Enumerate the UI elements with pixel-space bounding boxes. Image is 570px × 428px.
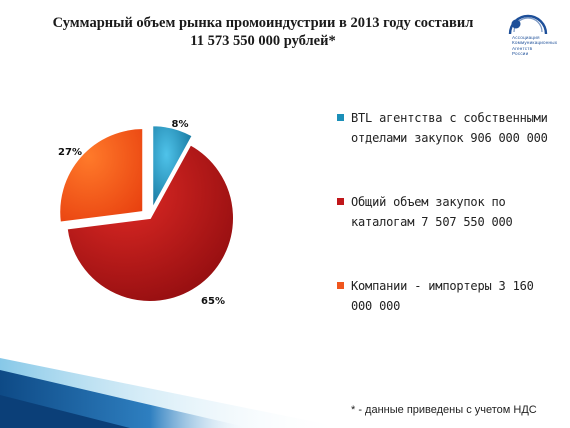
logo-text: Ассоциация Коммуникационных Агентств Рос… — [512, 35, 562, 57]
legend-swatch — [337, 114, 344, 121]
logo-text-line: Агентств — [512, 45, 533, 51]
logo-arc-icon — [508, 14, 548, 35]
logo-text-line: Коммуникационных — [512, 40, 558, 46]
footnote: * - данные приведены с учетом НДС — [351, 404, 537, 416]
association-logo: Ассоциация Коммуникационных Агентств Рос… — [500, 8, 560, 68]
pie-slice — [65, 143, 235, 303]
legend-label: Общий объем закупок по каталогам 7 507 5… — [351, 195, 513, 229]
legend-label: BTL агентства с собственными отделами за… — [351, 111, 548, 145]
legend-swatch — [337, 198, 344, 205]
pie-slice — [58, 127, 145, 224]
logo-text-line: Ассоциация — [512, 35, 540, 40]
legend-swatch — [337, 282, 344, 289]
title-line-1: Суммарный объем рынка промоиндустрии в 2… — [52, 15, 474, 31]
pie-data-label: 65% — [201, 296, 225, 307]
pie-slice — [151, 124, 195, 210]
title-line-2: 11 573 550 000 рублей* — [190, 33, 336, 49]
page-title: Суммарный объем рынка промоиндустрии в 2… — [28, 14, 498, 50]
pie-data-label: 27% — [58, 147, 82, 158]
pie-data-label: 8% — [172, 119, 189, 130]
legend-label: Компании - импортеры 3 160 000 000 — [351, 279, 534, 313]
logo-text-line: России — [512, 51, 529, 57]
